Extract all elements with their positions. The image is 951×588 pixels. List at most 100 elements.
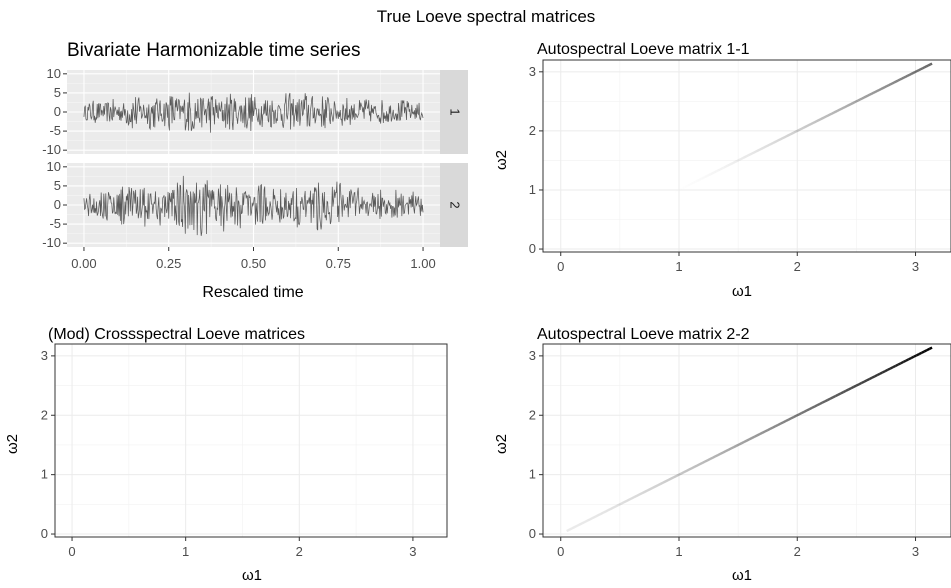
diagonal-cell [714,171,716,172]
figure-title: True Loeve spectral matrices [377,7,596,26]
diagonal-cell [738,442,743,446]
panel-title: Autospectral Loeve matrix 2-2 [537,326,750,343]
diagonal-cell [764,429,769,433]
x-tick-label: 2 [794,544,801,559]
heatmap-plot: 0 1 2 3 0 1 2 3 ω1 ω2 [493,59,951,300]
diagonal-cell [853,384,857,388]
diagonal-cell [926,347,931,352]
diagonal-cell [746,438,750,442]
diagonal-cell [682,187,684,188]
diagonal-cell [753,150,757,154]
diagonal-cell [679,189,681,190]
diagonal-cell [853,100,857,104]
diagonal-cell [755,149,759,153]
diagonal-cell [694,464,698,468]
diagonal-cell [589,516,594,521]
x-tick-label: 2 [296,544,303,559]
diagonal-cell [732,160,736,164]
diagonal-cell [886,84,890,88]
diagonal-cell [581,520,586,525]
diagonal-cell [901,76,905,80]
diagonal-cell [810,122,814,126]
diagonal-cell [683,469,688,474]
diagonal-cell [780,137,784,141]
diagonal-cell [783,135,787,139]
diagonal-cell [900,360,904,365]
y-axis-label: ω2 [493,150,510,170]
diagonal-cell [858,381,863,386]
diagonal-cell [652,485,656,489]
diagonal-cell [727,163,731,167]
diagonal-cell [893,80,897,84]
diagonal-cell [759,147,763,151]
diagonal-cell [906,73,910,77]
diagonal-cell [871,375,876,379]
diagonal-cell [660,481,664,485]
diagonal-cell [887,367,891,371]
diagonal-cell [626,498,630,502]
diagonal-cell [686,468,690,472]
diagonal-cell [751,435,756,440]
x-tick-label: 1 [675,259,682,274]
diagonal-cell [918,68,922,72]
diagonal-cell [785,134,789,138]
diagonal-cell [748,153,751,157]
diagonal-cell [730,446,735,450]
diagonal-cell [757,148,761,152]
diagonal-cell [928,346,933,350]
x-tick-label: 0.75 [326,256,351,271]
diagonal-cell [749,152,753,156]
panel-border [54,343,448,538]
diagonal-cell [803,409,808,413]
facet-strip-2 [440,163,468,247]
diagonal-cell [675,191,677,192]
diagonal-cell [876,88,880,93]
diagonal-cell [723,165,727,169]
diagonal-cell [680,188,682,189]
diagonal-cell [751,151,755,155]
panel-border [542,59,951,253]
diagonal-cell [869,92,873,96]
diagonal-cell [840,106,844,110]
diagonal-cell [908,356,912,361]
y-tick-label: 10 [47,66,61,81]
diagonal-cell [845,388,850,392]
diagonal-cell [892,364,897,369]
diagonal-cell [819,117,823,121]
diagonal-cell [649,486,654,491]
panel-crossspectral: (Mod) Crossspectral Loeve matrices 0 1 2 30… [4,326,448,584]
diagonal-cell [850,102,854,106]
diagonal-cell [573,524,578,529]
diagonal-cell [772,425,777,429]
y-axis-label: ω2 [493,434,510,454]
diagonal-cell [701,460,706,464]
diagonal-cell [895,79,899,83]
diagonal-cell [736,158,740,162]
diagonal-cell [740,440,745,445]
diagonal-cell [870,91,874,95]
diagonal-cell [806,408,810,412]
diagonal-cell [829,112,833,116]
plot-background [543,60,951,252]
diagonal-cell [712,455,716,459]
diagonal-cell [727,447,732,451]
y-tick-label: 0 [54,104,61,119]
diagonal-cell [678,472,683,476]
diagonal-cell [763,145,767,149]
diagonal-cell [756,432,761,437]
diagonal-cell [744,155,748,159]
diagonal-cell [705,176,707,177]
diagonal-cell [790,415,795,420]
diagonal-cell [633,494,638,499]
y-tick-label: 10 [47,159,61,174]
diagonal-cell [855,99,859,103]
diagonal-cell [842,389,847,394]
diagonal-cell [799,127,803,131]
diagonal-cell [793,414,797,419]
diagonal-cell [610,506,615,510]
plot-background [55,344,447,537]
diagonal-cell [774,423,779,428]
diagonal-cell [838,107,842,111]
diagonal-cell [827,397,831,402]
diagonal-cell [791,131,795,135]
